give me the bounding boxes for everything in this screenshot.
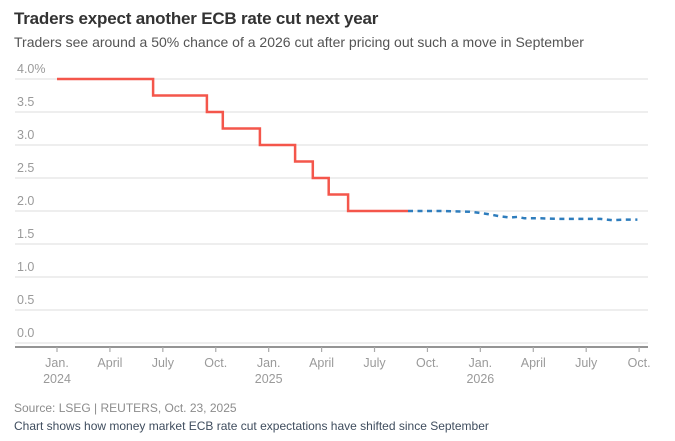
x-tick-label: Oct. [628,356,651,370]
x-tick-year-label: 2024 [43,372,71,386]
x-tick-label: July [152,356,175,370]
x-tick-label: Oct. [204,356,227,370]
x-tick-label: Oct. [416,356,439,370]
x-tick-year-label: 2025 [255,372,283,386]
x-tick-year-label: 2026 [466,372,494,386]
y-tick-label: 1.0 [17,260,34,274]
x-tick-label: April [97,356,122,370]
x-tick-label: April [521,356,546,370]
x-tick-label: July [575,356,598,370]
chart-title: Traders expect another ECB rate cut next… [14,9,379,28]
source-line: Source: LSEG | REUTERS, Oct. 23, 2025 [14,401,237,415]
y-tick-label: 4.0% [17,62,46,76]
chart-subtitle: Traders see around a 50% chance of a 202… [14,34,584,50]
x-tick-label: April [309,356,334,370]
y-tick-label: 2.0 [17,194,34,208]
rate-forecast-line [408,209,638,222]
y-tick-label: 1.5 [17,227,34,241]
y-tick-label: 3.5 [17,95,34,109]
chart-note: Chart shows how money market ECB rate cu… [14,419,489,433]
x-tick-label: Jan. [257,356,281,370]
rate-history-line [57,77,408,213]
x-tick-label: Jan. [469,356,493,370]
y-tick-label: 3.0 [17,128,34,142]
y-tick-label: 0.0 [17,326,34,340]
x-tick-label: Jan. [45,356,69,370]
y-tick-label: 0.5 [17,293,34,307]
x-tick-label: July [363,356,386,370]
y-tick-label: 2.5 [17,161,34,175]
